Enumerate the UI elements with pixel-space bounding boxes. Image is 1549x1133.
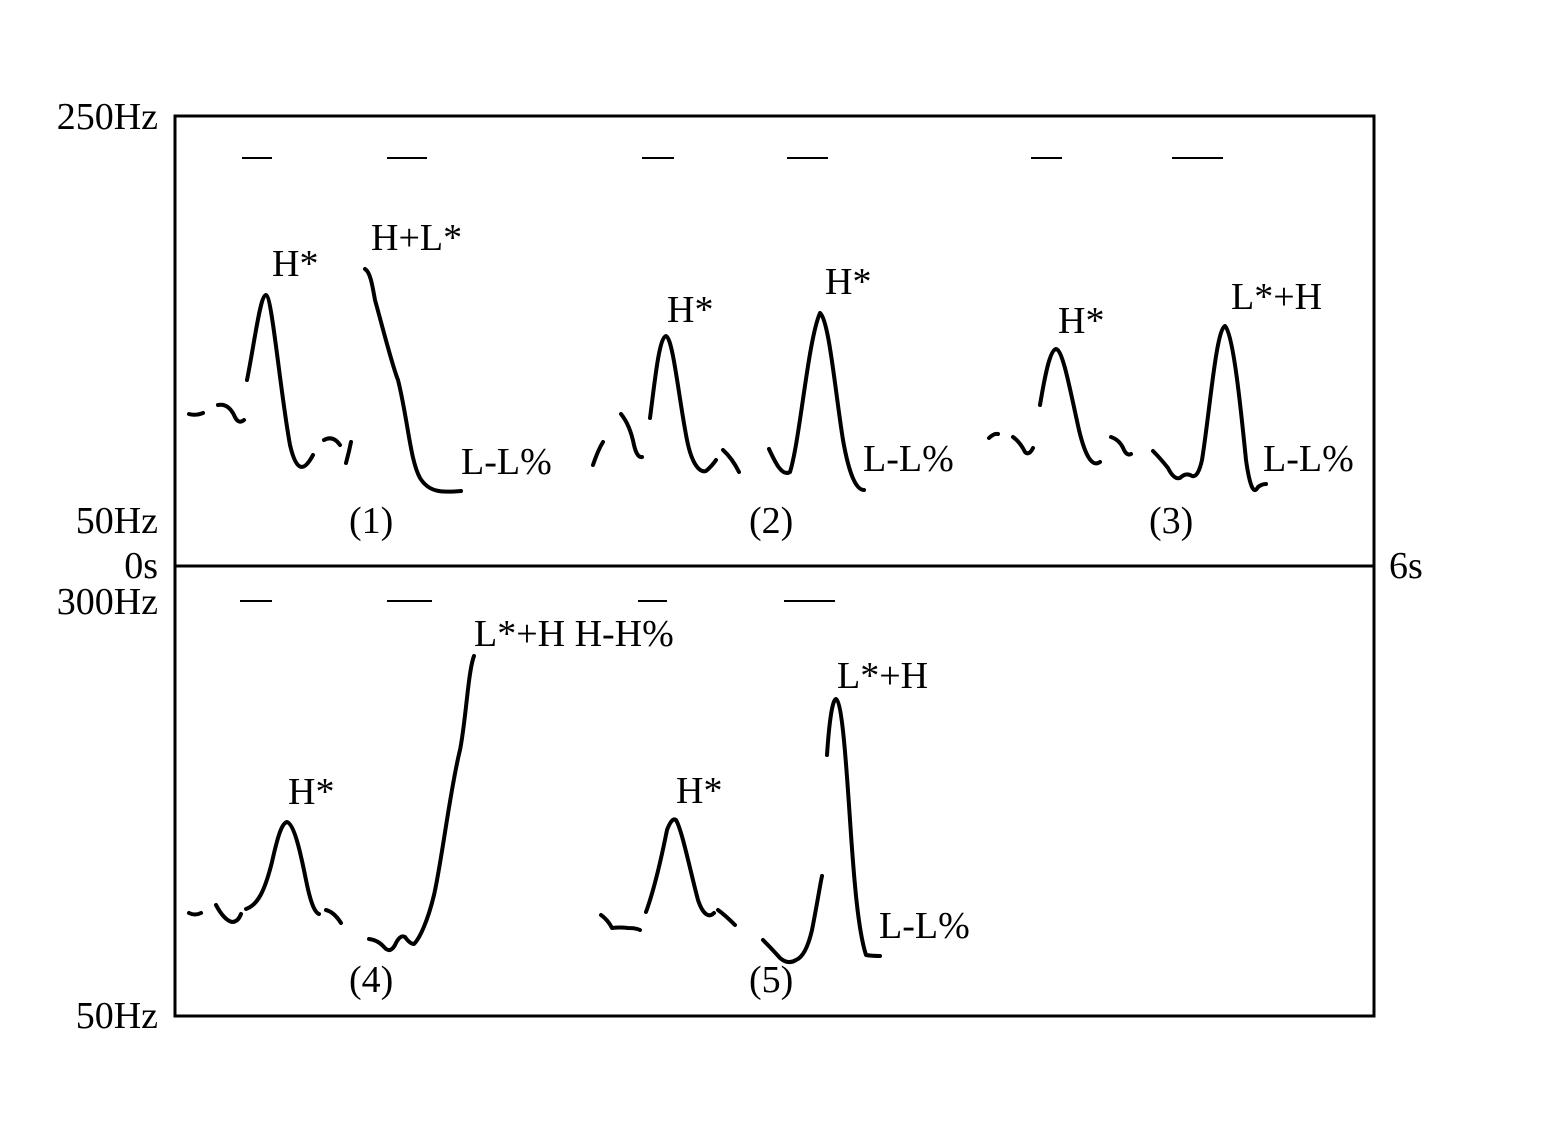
bottom-panel-min-label: 50Hz — [76, 995, 158, 1037]
example-number: (1) — [349, 500, 393, 542]
pitch-contour — [987, 431, 1000, 440]
example-number: (5) — [749, 959, 793, 1001]
accent-label: L*+H H-H% — [474, 613, 674, 655]
pitch-contour — [761, 874, 824, 965]
pitch-contour — [214, 903, 243, 924]
pitch-contour — [721, 448, 741, 474]
pitch-contour — [1038, 347, 1102, 466]
boundary-tone-label: L-L% — [1263, 438, 1354, 480]
accent-label: H* — [825, 261, 871, 303]
pitch-contour — [187, 911, 203, 917]
accent-label: H* — [1058, 300, 1104, 342]
example-3: H* L*+H L-L% (3) — [987, 276, 1354, 542]
pitch-contour — [324, 908, 343, 925]
pitch-contour — [216, 402, 246, 424]
pitch-contour — [344, 440, 353, 465]
example-number: (2) — [749, 500, 793, 542]
example-2: H* H* L-L% (2) — [591, 261, 954, 542]
accent-label: H* — [288, 771, 334, 813]
pitch-contour — [244, 820, 321, 916]
accent-label: H* — [676, 770, 722, 812]
pitch-contour — [599, 913, 642, 932]
pitch-contour — [644, 817, 716, 918]
pitch-contour — [1011, 435, 1035, 456]
example-number: (4) — [349, 959, 393, 1001]
bottom-panel-max-label: 300Hz — [57, 581, 158, 623]
time-end-label: 6s — [1389, 545, 1423, 587]
example-1: H* H+L* L-L% (1) — [187, 217, 552, 542]
accent-label: H* — [667, 289, 713, 331]
accent-label: H+L* — [371, 217, 462, 259]
boundary-tone-label: L-L% — [461, 441, 552, 483]
pitch-contour — [591, 440, 605, 467]
example-4: H* L*+H H-H% (4) — [187, 613, 674, 1001]
accent-label: L*+H — [1231, 276, 1322, 318]
pitch-contour — [1109, 435, 1133, 457]
pitch-contour — [648, 334, 718, 474]
top-panel-min-label: 50Hz — [76, 500, 158, 542]
pitch-contour — [825, 697, 882, 958]
pitch-contour — [187, 411, 205, 417]
example-number: (3) — [1149, 500, 1193, 542]
pitch-contour — [716, 908, 737, 927]
pitch-contour — [245, 293, 315, 469]
pitch-contour — [322, 436, 342, 447]
pitch-contour — [767, 311, 866, 492]
accent-label: H* — [272, 243, 318, 285]
pitch-contour — [619, 412, 644, 460]
pitch-contour — [1151, 324, 1268, 493]
time-start-label: 0s — [124, 545, 158, 587]
top-panel-max-label: 250Hz — [57, 96, 158, 138]
example-5: H* L*+H L-L% (5) — [599, 655, 970, 1001]
boundary-tone-label: L-L% — [879, 905, 970, 947]
boundary-tone-label: L-L% — [863, 438, 954, 480]
pitch-contour — [367, 654, 476, 952]
pitch-contour — [363, 267, 463, 494]
accent-label: L*+H — [837, 655, 928, 697]
